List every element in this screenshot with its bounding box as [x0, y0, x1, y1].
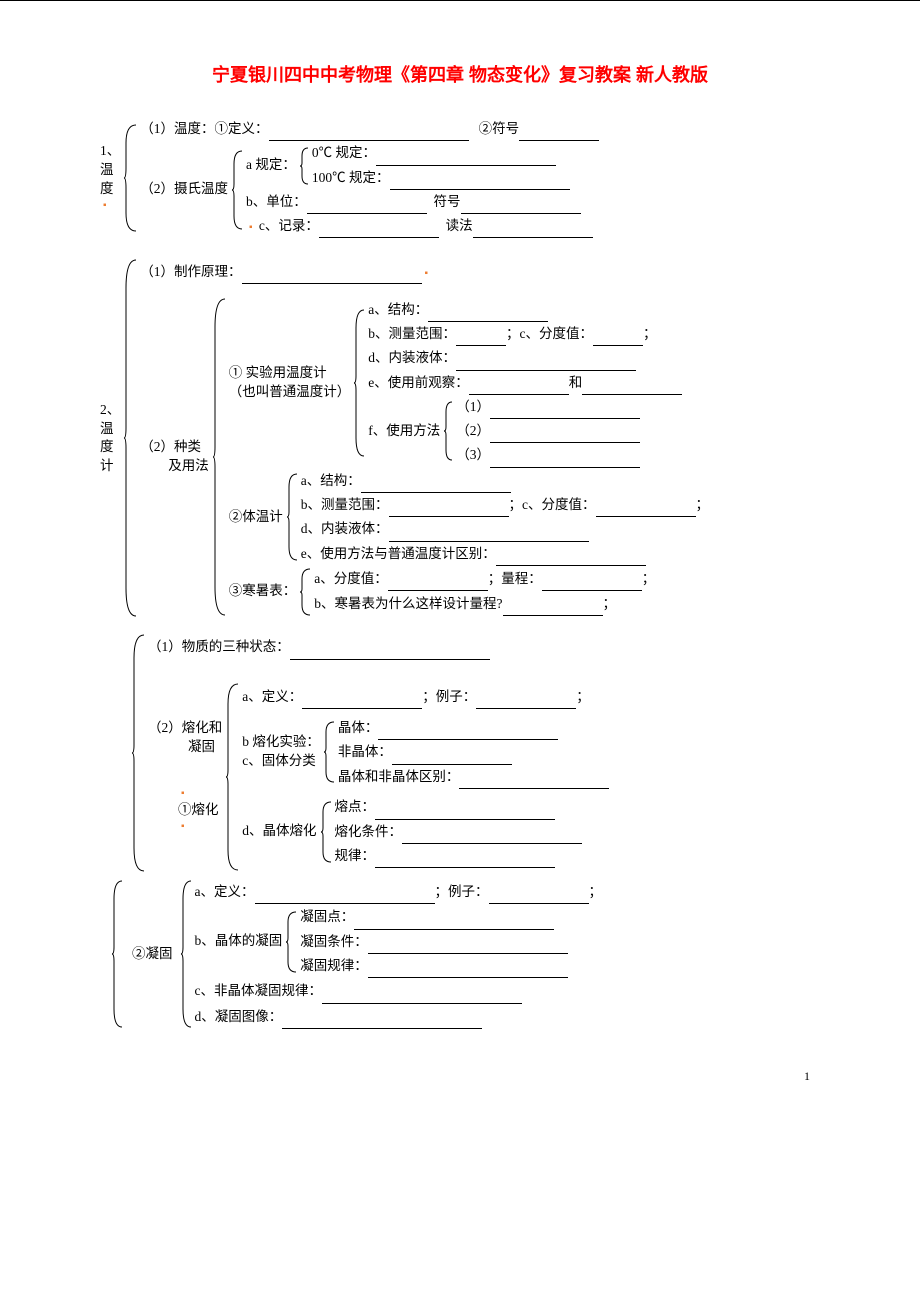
- section-1-label: 1、 温 度 ▪: [100, 117, 122, 238]
- dot-icon: ▪: [422, 268, 432, 279]
- s3-r1: （1）物质的三种状态：: [148, 635, 609, 659]
- s1-v1: 度: [100, 180, 120, 199]
- section-2-label: 2、 温 度 计: [100, 258, 122, 618]
- dot-icon: ▪: [246, 222, 256, 233]
- s1-r1: （1）温度：①定义： ②符号: [140, 117, 599, 141]
- document-page: 宁夏银川四中中考物理《第四章 物态变化》复习教案 新人教版 1、 温 度 ▪ （…: [0, 0, 920, 1124]
- s2-r1: （1）制作原理：▪: [140, 260, 709, 284]
- thermo-lab: ① 实验用温度计 （也叫普通温度计） a、结构： b、测量范围：；c、分度值：；…: [229, 298, 709, 468]
- s1-v0: 温: [100, 161, 120, 180]
- blank: [519, 126, 599, 141]
- s1-content: （1）温度：①定义： ②符号 （2）摄氏温度 a 规定： 0℃ 规定：: [140, 117, 599, 238]
- brace: [122, 117, 140, 238]
- thermo-hanshu: ③寒暑表： a、分度值：；量程：； b、寒暑表为什么这样设计量程?；: [229, 567, 709, 617]
- s1-r2b: a 规定：: [246, 156, 296, 175]
- s1-r2: （2）摄氏温度 a 规定： 0℃ 规定： 100℃ 规定：: [140, 141, 599, 238]
- dot-icon: ▪: [178, 787, 222, 801]
- page-title: 宁夏银川四中中考物理《第四章 物态变化》复习教案 新人教版: [100, 61, 820, 87]
- s1-num: 1、: [100, 142, 120, 161]
- dot-icon: ▪: [178, 820, 222, 834]
- section-1: 1、 温 度 ▪ （1）温度：①定义： ②符号 （2）摄氏温度 a 规定：: [100, 117, 820, 238]
- dot-icon: ▪: [100, 199, 120, 213]
- section-3: （1）物质的三种状态： （2）熔化和 凝固 ▪①熔化▪ a、定义：；例子：； b: [130, 633, 820, 873]
- page-number: 1: [100, 1029, 820, 1084]
- s2-num: 2、: [100, 401, 120, 420]
- section-3b: ②凝固 a、定义：；例子：； b、晶体的凝固 凝固点： 凝固条件： 凝固规律： …: [110, 879, 820, 1029]
- s2-r2: （2）种类 及用法 ① 实验用温度计 （也叫普通温度计）: [140, 297, 709, 617]
- blank: [269, 126, 469, 141]
- s1-r2a: （2）摄氏温度: [140, 180, 228, 199]
- thermo-body: ②体温计 a、结构： b、测量范围：；c、分度值：； d、内装液体： e、使用方…: [229, 469, 709, 566]
- section-2: 2、 温 度 计 （1）制作原理：▪ （2）种类 及用法: [100, 258, 820, 618]
